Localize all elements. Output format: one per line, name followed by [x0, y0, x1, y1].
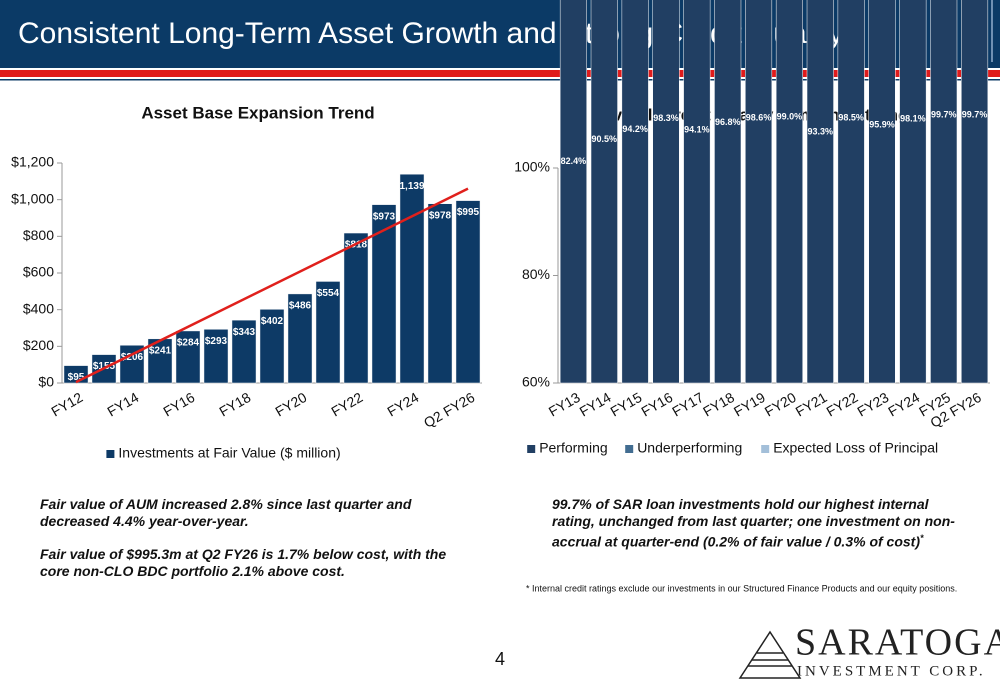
logo-tagline: INVESTMENT CORP. [797, 663, 986, 679]
y-tick-label: $400 [23, 300, 54, 316]
x-tick-label: Q2 FY26 [421, 389, 478, 431]
x-tick-label: FY20 [272, 389, 309, 420]
bar-segment [683, 0, 711, 384]
bar [399, 173, 425, 384]
value-label: 98.5% [838, 113, 864, 123]
value-label: 93.3% [808, 127, 834, 137]
y-tick-label: $0 [38, 374, 54, 390]
value-label: 96.8% [715, 117, 741, 127]
note-right-mark: * [920, 533, 924, 543]
legend-label: Expected Loss of Principal [773, 440, 938, 456]
y-tick-label: 80% [522, 266, 550, 282]
x-tick-label: FY16 [160, 389, 197, 420]
bar-segment [868, 0, 896, 384]
logo-name: SARATOGA [795, 622, 1000, 664]
value-label: $155 [93, 361, 116, 372]
x-tick-label: FY12 [48, 389, 85, 420]
bar [147, 338, 173, 384]
legend-label: Performing [539, 440, 607, 456]
bar-segment [775, 0, 803, 384]
bar-segment [806, 0, 834, 384]
value-label: $284 [177, 338, 200, 349]
bar [455, 200, 481, 384]
note-left-1: Fair value of AUM increased 2.8% since l… [40, 496, 412, 529]
bar [231, 319, 257, 384]
value-label: 99.7% [931, 109, 957, 119]
bar-segment [745, 0, 773, 384]
value-label: $95 [68, 372, 85, 383]
logo-icon [738, 630, 802, 679]
bar-segment [930, 0, 958, 384]
bar-segment [714, 0, 742, 384]
value-label: 98.6% [746, 112, 772, 122]
chart-title: Asset Base Expansion Trend [141, 103, 374, 122]
legend-swatch [106, 450, 115, 458]
value-label: $995 [457, 207, 480, 218]
value-label: 99.0% [777, 111, 803, 121]
y-tick-label: $1,200 [11, 154, 54, 170]
legend-label: Underperforming [637, 440, 742, 456]
trend-line [75, 187, 469, 384]
value-label: 98.1% [900, 114, 926, 124]
bar [203, 329, 229, 384]
value-label: $554 [317, 288, 340, 299]
bar-segment [621, 0, 649, 384]
note-right: 99.7% of SAR loan investments hold our h… [552, 496, 962, 551]
bar-segment [559, 0, 587, 384]
bar [175, 330, 201, 384]
y-tick-label: $600 [23, 264, 54, 280]
y-tick-label: $200 [23, 337, 54, 353]
y-tick-label: $800 [23, 227, 54, 243]
header-red-stripe [0, 70, 1000, 77]
legend-label: Investments at Fair Value ($ million) [118, 445, 340, 461]
y-tick-label: 100% [514, 159, 550, 175]
page-number: 4 [495, 649, 505, 669]
bar-segment [652, 0, 680, 384]
bar [259, 309, 285, 384]
value-label: 82.4% [561, 156, 587, 166]
value-label: $486 [289, 301, 312, 312]
value-label: $402 [261, 316, 284, 327]
legend-swatch [761, 445, 770, 453]
bar-segment [590, 0, 618, 384]
bar [287, 293, 313, 384]
value-label: 99.7% [962, 109, 988, 119]
value-label: $343 [233, 327, 256, 338]
value-label: $206 [121, 352, 144, 363]
y-tick-label: $1,000 [11, 190, 54, 206]
value-label: $978 [429, 210, 452, 221]
y-tick-label: 60% [522, 374, 550, 390]
bar [343, 232, 369, 384]
bar-segment [961, 0, 989, 384]
bar [315, 281, 341, 384]
value-label: $293 [205, 336, 228, 347]
bar [427, 203, 453, 384]
x-tick-label: FY14 [104, 389, 141, 420]
value-label: 94.2% [622, 124, 648, 134]
value-label: 90.5% [592, 134, 618, 144]
legend-swatch [625, 445, 634, 453]
value-label: $241 [149, 345, 172, 356]
x-tick-label: FY18 [216, 389, 253, 420]
value-label: 94.1% [684, 124, 710, 134]
bar-segment [899, 0, 927, 384]
footnote: * Internal credit ratings exclude our in… [526, 583, 957, 593]
value-label: 1,139 [399, 181, 424, 192]
value-label: 98.3% [653, 113, 679, 123]
legend-swatch [527, 445, 536, 453]
x-tick-label: FY24 [384, 389, 421, 420]
value-label: $973 [373, 211, 396, 222]
bar-segment [837, 0, 865, 384]
header-line [0, 79, 1000, 81]
note-right-text: 99.7% of SAR loan investments hold our h… [552, 496, 955, 550]
note-left-2: Fair value of $995.3m at Q2 FY26 is 1.7%… [40, 546, 447, 579]
x-tick-label: FY22 [328, 389, 365, 420]
value-label: 95.9% [869, 120, 895, 130]
